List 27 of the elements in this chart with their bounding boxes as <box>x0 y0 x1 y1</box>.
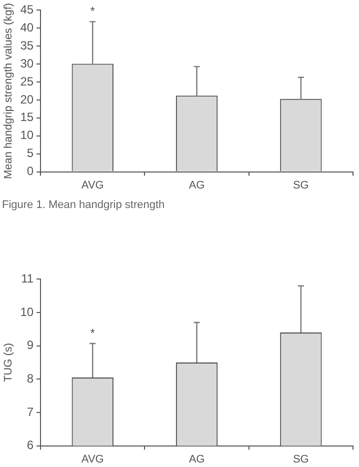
y-tick-label: 20 <box>20 92 34 106</box>
y-tick-label: 15 <box>20 110 34 124</box>
y-tick-label: 7 <box>26 404 34 419</box>
caption: Figure 1. Mean handgrip strength <box>2 199 166 211</box>
y-tick-label: 6 <box>26 438 34 452</box>
y-tick-label: 10 <box>20 304 34 319</box>
x-tick-label: AVG <box>81 453 104 466</box>
y-axis-title: TUG (s) <box>2 342 15 382</box>
y-tick-label: 25 <box>20 74 34 88</box>
y-tick-label: 35 <box>20 38 34 52</box>
y-tick-label: 45 <box>20 2 34 17</box>
y-tick-label: 8 <box>26 371 34 386</box>
y-tick-label: 9 <box>26 338 34 352</box>
x-tick-label: AG <box>188 179 205 192</box>
annotation: * <box>90 326 96 340</box>
y-axis-title: Mean handgrip strength values (kgf) <box>2 2 15 180</box>
x-tick-label: SG <box>292 453 309 466</box>
y-tick-label: 11 <box>21 272 34 286</box>
y-tick-label: 40 <box>20 20 34 34</box>
y-tick-label: 30 <box>20 56 34 70</box>
x-tick-label: SG <box>292 179 309 192</box>
x-tick-label: AG <box>188 453 205 466</box>
annotation: * <box>90 4 96 18</box>
y-tick-label: 10 <box>20 128 34 142</box>
y-tick-label: 0 <box>26 164 34 178</box>
y-tick-label: 5 <box>26 146 34 160</box>
x-tick-label: AVG <box>81 179 104 192</box>
